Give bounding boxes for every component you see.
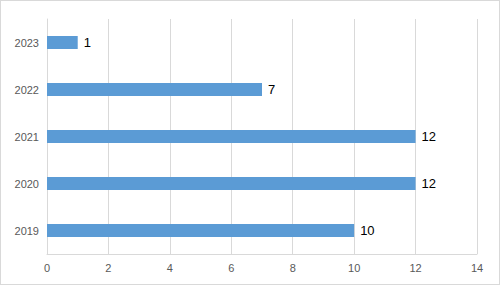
svg-text:10: 10 [360, 223, 374, 238]
svg-text:10: 10 [348, 262, 360, 274]
svg-text:12: 12 [422, 129, 436, 144]
svg-text:12: 12 [409, 262, 421, 274]
svg-text:2021: 2021 [15, 131, 39, 143]
svg-text:2023: 2023 [15, 37, 39, 49]
svg-text:2019: 2019 [15, 225, 39, 237]
svg-text:1: 1 [84, 35, 91, 50]
svg-text:2020: 2020 [15, 178, 39, 190]
svg-text:6: 6 [228, 262, 234, 274]
svg-text:8: 8 [290, 262, 296, 274]
svg-text:2: 2 [105, 262, 111, 274]
svg-text:12: 12 [422, 176, 436, 191]
svg-text:7: 7 [268, 82, 275, 97]
svg-text:0: 0 [44, 262, 50, 274]
svg-text:4: 4 [167, 262, 173, 274]
svg-text:14: 14 [471, 262, 483, 274]
svg-text:2022: 2022 [15, 84, 39, 96]
